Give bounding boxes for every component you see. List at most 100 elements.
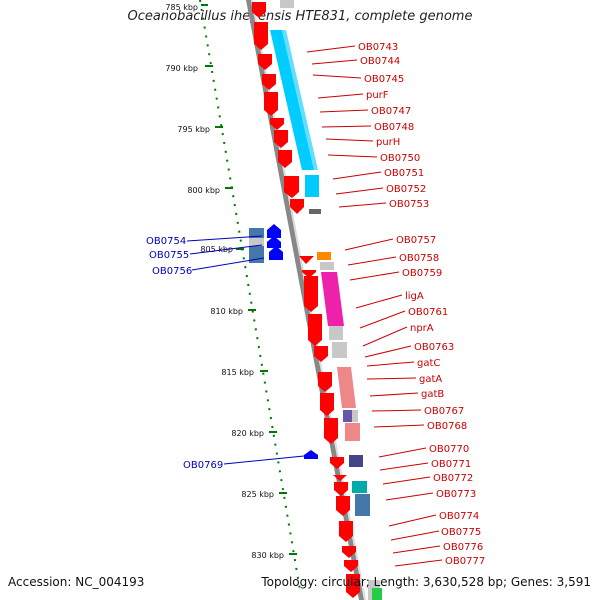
- gene-arrow: [269, 246, 283, 260]
- cog-bar-steel-1: [355, 494, 370, 516]
- gene-label-ob0773[interactable]: OB0773: [436, 489, 476, 500]
- cog-bar-grey-6: [249, 238, 264, 246]
- gene-label-ob0775[interactable]: OB0775: [441, 527, 481, 538]
- gene-label-ob0777[interactable]: OB0777: [445, 556, 485, 567]
- ruler-label-790: 790 kbp: [165, 64, 198, 73]
- gene-label-ob0771[interactable]: OB0771: [431, 459, 471, 470]
- gene-arrow: [267, 224, 281, 238]
- gene-arrow: [336, 496, 350, 516]
- ruler-label-825: 825 kbp: [241, 490, 274, 499]
- cog-bars: [270, 0, 382, 600]
- gene-arrow: [344, 560, 358, 572]
- gene-arrow: [262, 74, 276, 90]
- gene-label-ob0772[interactable]: OB0772: [433, 473, 473, 484]
- gene-label-ob0743[interactable]: OB0743: [358, 42, 398, 53]
- gene-label-liga[interactable]: ligA: [405, 291, 424, 302]
- gene-arrow: [254, 22, 268, 50]
- left-labels: OB0754 OB0755 OB0756 OB0769: [146, 235, 305, 471]
- forward-genes[interactable]: [252, 2, 360, 598]
- cog-bar-teal: [352, 481, 367, 493]
- ruler-label-820: 820 kbp: [231, 429, 264, 438]
- map-title: Oceanobacillus iheyensis HTE831, complet…: [127, 9, 473, 24]
- gene-arrow: [330, 457, 344, 469]
- ruler-ticks: [201, 4, 297, 555]
- ruler-label-805: 805 kbp: [200, 245, 233, 254]
- gene-arrow: [299, 256, 314, 264]
- cog-bar-grey-3: [332, 342, 347, 358]
- gene-arrow: [318, 372, 332, 392]
- ruler-label-785: 785 kbp: [165, 3, 198, 12]
- cog-bar-slate: [309, 209, 321, 214]
- cog-bar-pink-2: [345, 423, 360, 441]
- gene-label-ob0756[interactable]: OB0756: [152, 266, 192, 277]
- gene-label-ob0748[interactable]: OB0748: [374, 122, 414, 133]
- accession-text: Accession: NC_004193: [8, 575, 145, 589]
- gene-arrow: [290, 199, 304, 214]
- cog-bar-cyan-1: [270, 30, 314, 170]
- gene-label-ob0759[interactable]: OB0759: [402, 268, 442, 279]
- gene-arrow: [252, 2, 266, 18]
- genome-summary-text: Topology: circular; Length: 3,630,528 bp…: [261, 575, 591, 589]
- cog-bar-pink-1: [337, 367, 356, 408]
- gene-label-ob0751[interactable]: OB0751: [384, 168, 424, 179]
- gene-label-ob0769[interactable]: OB0769: [183, 460, 223, 471]
- cog-bar-grey-4: [352, 410, 358, 422]
- cog-bar-orange: [317, 252, 331, 260]
- cog-bar-cyan-2: [305, 175, 319, 197]
- cog-bar-magenta: [321, 272, 344, 326]
- gene-arrow: [304, 276, 318, 312]
- cog-bar-grey-1: [320, 262, 334, 270]
- gene-label-ob0744[interactable]: OB0744: [360, 56, 400, 67]
- gene-label-ob0754[interactable]: OB0754: [146, 236, 186, 247]
- cog-bar-grey-2: [329, 326, 343, 340]
- gene-label-ob0767[interactable]: OB0767: [424, 406, 464, 417]
- reverse-genes[interactable]: [267, 224, 318, 459]
- cog-bar-grey-top: [280, 0, 294, 8]
- cog-bar-indigo-2: [349, 455, 363, 467]
- gene-arrow: [278, 150, 292, 168]
- gene-arrow: [320, 393, 334, 416]
- gene-label-ob0776[interactable]: OB0776: [443, 542, 483, 553]
- cog-bar-indigo-1: [343, 410, 352, 422]
- gene-label-purh[interactable]: purH: [376, 137, 400, 148]
- gene-arrow: [346, 574, 360, 598]
- gene-label-ob0747[interactable]: OB0747: [371, 106, 411, 117]
- gene-label-gata[interactable]: gatA: [419, 374, 442, 385]
- gene-label-ob0763[interactable]: OB0763: [414, 342, 454, 353]
- gene-arrow: [304, 450, 318, 459]
- gene-arrow: [267, 236, 281, 248]
- gene-arrow: [333, 475, 347, 481]
- gene-arrow: [339, 521, 353, 542]
- gene-label-ob0753[interactable]: OB0753: [389, 199, 429, 210]
- gene-label-gatb[interactable]: gatB: [421, 389, 444, 400]
- ruler-label-800: 800 kbp: [187, 186, 220, 195]
- coordinate-axis: [199, 0, 301, 591]
- gene-label-ob0752[interactable]: OB0752: [386, 184, 426, 195]
- gene-arrow: [342, 546, 356, 558]
- gene-label-npra[interactable]: nprA: [410, 323, 434, 334]
- gene-label-ob0745[interactable]: OB0745: [364, 74, 404, 85]
- cog-bar-cyan-edge: [282, 30, 318, 170]
- gene-arrow: [308, 314, 322, 346]
- gene-label-ob0757[interactable]: OB0757: [396, 235, 436, 246]
- gene-label-ob0774[interactable]: OB0774: [439, 511, 479, 522]
- gene-arrow: [284, 176, 299, 198]
- gene-arrow: [264, 92, 278, 116]
- gene-arrow: [274, 130, 288, 148]
- gene-label-ob0758[interactable]: OB0758: [399, 253, 439, 264]
- gene-arrow: [258, 54, 272, 70]
- gene-label-ob0768[interactable]: OB0768: [427, 421, 467, 432]
- gene-label-ob0770[interactable]: OB0770: [429, 444, 469, 455]
- gene-label-ob0761[interactable]: OB0761: [408, 307, 448, 318]
- right-labels: OB0743 OB0744 OB0745 purF OB0747 OB0748 …: [306, 42, 485, 567]
- gene-arrow: [334, 482, 348, 496]
- gene-label-ob0750[interactable]: OB0750: [380, 153, 420, 164]
- cog-bar-green: [372, 588, 382, 600]
- gene-arrow: [314, 346, 328, 362]
- gene-label-gatc[interactable]: gatC: [417, 358, 440, 369]
- gene-label-ob0755[interactable]: OB0755: [149, 250, 189, 261]
- ruler-label-795: 795 kbp: [177, 125, 210, 134]
- gene-label-purf[interactable]: purF: [366, 90, 389, 101]
- gene-arrow: [302, 270, 316, 278]
